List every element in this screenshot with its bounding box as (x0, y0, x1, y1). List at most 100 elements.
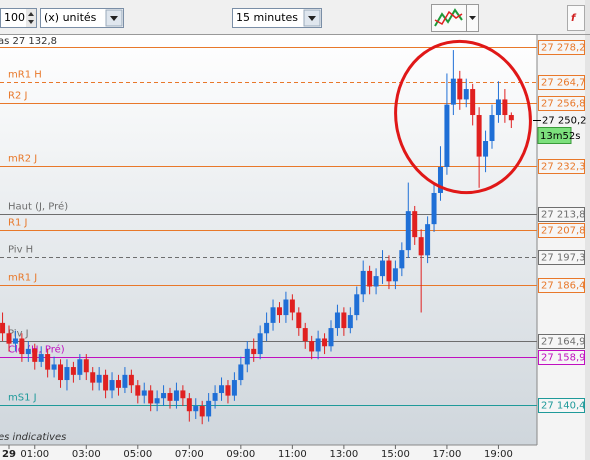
candle-body (122, 374, 128, 388)
level-name: Piv H (8, 245, 33, 256)
candle-body (405, 211, 411, 251)
level-tag (538, 398, 585, 413)
candle-body (135, 385, 141, 396)
candle-body (463, 89, 469, 100)
candle-body (289, 299, 295, 313)
candle-body (141, 390, 147, 396)
candle-body (437, 166, 443, 193)
plot-area (0, 35, 537, 445)
candle-body (161, 393, 167, 399)
candle-body (32, 348, 38, 362)
candle-body (334, 312, 340, 329)
level-name: Piv J (8, 329, 29, 340)
candle-body (354, 294, 360, 316)
function-button[interactable] (567, 5, 585, 31)
interval-select[interactable] (232, 8, 322, 28)
candle-body (444, 104, 450, 167)
candle-body (283, 299, 289, 316)
spinner-arrows (28, 12, 34, 24)
dropdown-arrow (469, 16, 476, 20)
candle-body (128, 374, 134, 386)
countdown-box (537, 127, 572, 144)
candle-body (483, 141, 489, 157)
candle-body (341, 312, 347, 329)
candle-body (322, 338, 328, 347)
x-tick-label: 19:00 (484, 449, 513, 460)
candle-body (257, 333, 263, 355)
candle-body (45, 354, 51, 370)
highlight-ellipse (394, 39, 532, 195)
candle-body (51, 364, 57, 370)
candle-body (386, 260, 392, 282)
candle-body (154, 398, 160, 404)
level-value: 27 278,2 (541, 43, 586, 54)
x-tick-label: 05:00 (123, 449, 152, 460)
candle-body (231, 380, 237, 396)
candle-body (399, 250, 405, 269)
spinner[interactable] (26, 9, 36, 27)
level-tag (538, 75, 585, 90)
level-value: 27 197,3 (541, 253, 586, 264)
candle-body (90, 372, 96, 383)
candle-body (502, 99, 508, 116)
interval: 15 minutes (236, 11, 298, 24)
x-tick-label: 13:00 (329, 449, 358, 460)
candle-body (167, 393, 173, 401)
level-value: 27 213,8 (541, 210, 586, 221)
candle-body (457, 78, 463, 100)
candle-body (373, 276, 379, 287)
candle-body (296, 312, 302, 329)
level-tag (538, 223, 585, 238)
candle-body (25, 348, 31, 355)
candle-body (328, 328, 334, 347)
level-tag (538, 207, 585, 222)
candle-body (347, 315, 353, 329)
level-value: 27 232,3 (541, 162, 586, 173)
candle-body (431, 192, 437, 225)
level-value: 27 264,7 (541, 78, 586, 89)
unit-select[interactable] (40, 8, 124, 28)
quantity: 100 (4, 11, 25, 24)
candle-body (367, 270, 373, 287)
header-note: as 27 132,8 (0, 36, 57, 47)
candle-body (58, 364, 64, 381)
scroll-strip (585, 0, 590, 460)
level-value: 27 140,4 (541, 401, 586, 412)
candle-body (225, 385, 231, 396)
candle-body (193, 406, 199, 412)
x-tick-label: 03:00 (72, 449, 101, 460)
candle-body (77, 359, 83, 375)
unit: (x) unités (44, 11, 97, 24)
candle-body (64, 367, 70, 381)
candle-body (115, 380, 121, 388)
level-name: mS1 J (8, 393, 37, 404)
candle-body (270, 307, 276, 323)
level-value: 27 164,9 (541, 337, 586, 348)
candle-body (264, 322, 270, 334)
x-tick-label: 29 (2, 449, 16, 460)
level-tag (538, 40, 585, 55)
candle-body (244, 348, 250, 365)
candle-body (418, 237, 424, 256)
time-axis (0, 445, 590, 460)
candle-body (302, 328, 308, 342)
candle-body (180, 390, 186, 399)
candle-body (425, 224, 431, 256)
candle-body (489, 115, 495, 142)
candle-body (219, 385, 225, 394)
level-value: 27 256,8 (541, 99, 586, 110)
candle-body (173, 390, 179, 401)
candle-body (206, 400, 212, 417)
x-tick-label: 07:00 (175, 449, 204, 460)
candle-body (238, 364, 244, 381)
candle-body (495, 99, 501, 116)
last-price: 27 250,2 (542, 116, 587, 127)
level-tag (538, 278, 585, 293)
level-tag (538, 96, 585, 111)
candle-body (83, 359, 89, 373)
x-tick-label: 15:00 (381, 449, 410, 460)
level-value: 27 186,4 (541, 281, 586, 292)
candle-body (412, 211, 418, 238)
level-tag (538, 350, 585, 365)
candle-body (12, 338, 18, 344)
